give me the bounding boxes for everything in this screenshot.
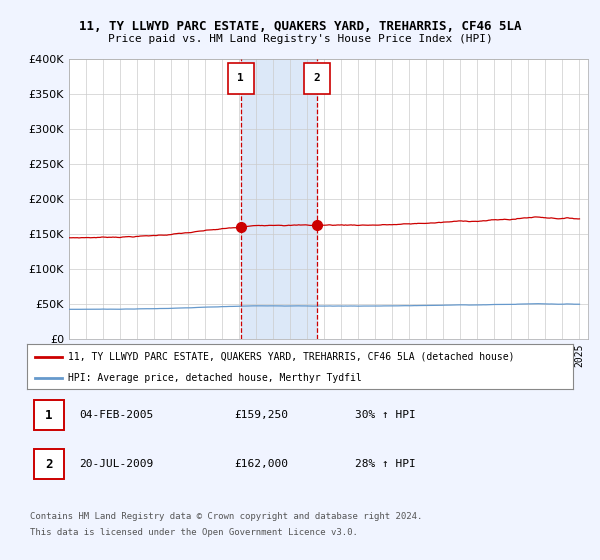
Text: 2: 2 [45,458,52,470]
FancyBboxPatch shape [34,400,64,430]
Text: Price paid vs. HM Land Registry's House Price Index (HPI): Price paid vs. HM Land Registry's House … [107,34,493,44]
Text: £162,000: £162,000 [235,459,289,469]
FancyBboxPatch shape [34,449,64,479]
Text: £159,250: £159,250 [235,410,289,420]
Text: 1: 1 [238,73,244,83]
Text: HPI: Average price, detached house, Merthyr Tydfil: HPI: Average price, detached house, Mert… [68,373,362,383]
Text: 11, TY LLWYD PARC ESTATE, QUAKERS YARD, TREHARRIS, CF46 5LA (detached house): 11, TY LLWYD PARC ESTATE, QUAKERS YARD, … [68,352,514,362]
FancyBboxPatch shape [304,63,329,94]
Text: This data is licensed under the Open Government Licence v3.0.: This data is licensed under the Open Gov… [30,528,358,536]
Text: 11, TY LLWYD PARC ESTATE, QUAKERS YARD, TREHARRIS, CF46 5LA: 11, TY LLWYD PARC ESTATE, QUAKERS YARD, … [79,20,521,32]
Text: 28% ↑ HPI: 28% ↑ HPI [355,459,415,469]
Text: 1: 1 [45,409,52,422]
Text: 30% ↑ HPI: 30% ↑ HPI [355,410,415,420]
Bar [241,59,317,339]
FancyBboxPatch shape [228,63,254,94]
Text: 2: 2 [313,73,320,83]
Text: Contains HM Land Registry data © Crown copyright and database right 2024.: Contains HM Land Registry data © Crown c… [30,512,422,521]
Text: 20-JUL-2009: 20-JUL-2009 [79,459,153,469]
Text: 04-FEB-2005: 04-FEB-2005 [79,410,153,420]
